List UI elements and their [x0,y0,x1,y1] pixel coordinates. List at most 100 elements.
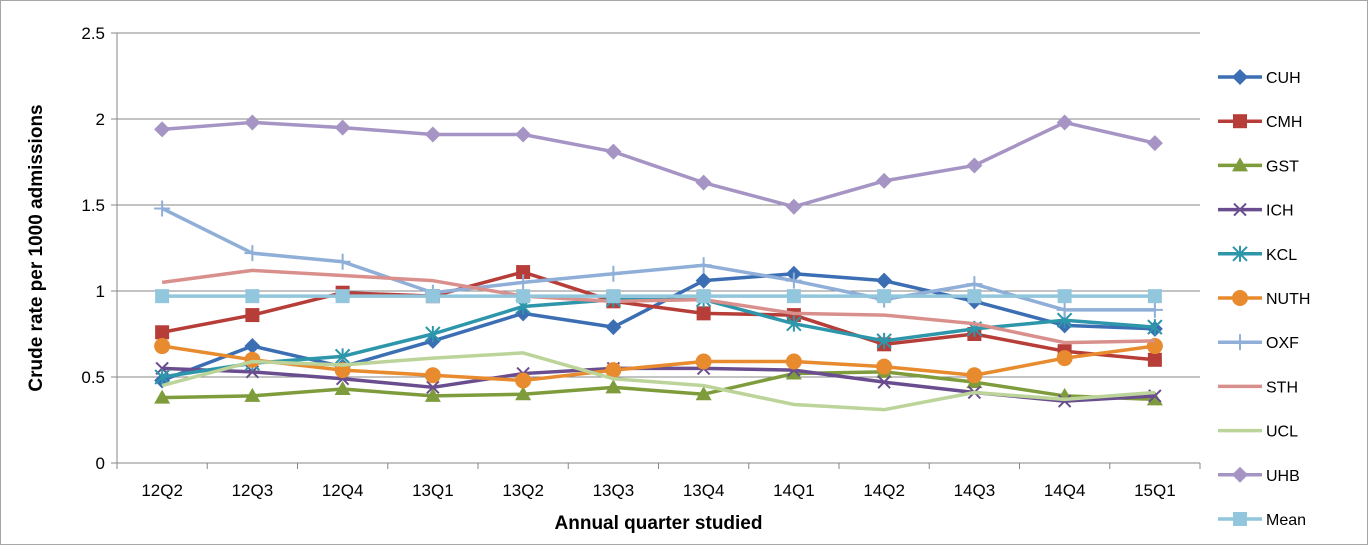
series-cmh [155,265,1162,367]
data-point [605,362,622,379]
legend-marker [1232,245,1248,262]
x-tick-label: 13Q2 [502,481,544,500]
series-line [161,344,1156,383]
data-point [245,289,260,304]
data-point [515,386,532,401]
data-point [1056,114,1073,131]
legend-marker [1232,334,1248,351]
y-axis-title: Crude rate per 1000 admissions [26,104,47,391]
data-point [605,265,622,282]
legend-label: Mean [1266,512,1306,529]
x-tick-label: 14Q1 [773,481,815,500]
legend-marker [1232,69,1248,85]
legend-label: GST [1266,158,1299,175]
data-point [334,348,351,365]
data-point [786,289,801,304]
data-point [244,245,261,262]
data-point [786,315,802,332]
data-point [244,387,261,402]
y-tick-label: 2.5 [81,24,105,43]
data-point [516,265,531,280]
data-point [1147,319,1163,336]
series-line [161,270,1156,362]
legend-marker [1232,290,1248,306]
data-point [515,372,532,389]
data-point [605,143,622,160]
legend-marker [1233,512,1247,526]
series-line [161,206,1155,312]
gridlines [117,32,1200,378]
legend-marker [1232,157,1248,172]
legend-item: STH [1218,379,1298,396]
data-point [154,389,171,404]
x-tick-label: 15Q1 [1134,481,1176,500]
data-point [1147,352,1162,367]
data-point [154,369,170,385]
legend-item: GST [1218,157,1299,175]
data-point [424,367,441,384]
data-point [876,272,893,289]
data-point [967,289,982,304]
legend-item: NUTH [1218,290,1310,308]
x-tick-label: 13Q4 [683,481,725,500]
data-point [154,338,171,355]
y-tick-label: 0 [96,454,105,473]
data-point [425,289,440,304]
series-sth [161,268,1155,345]
data-point [877,289,892,304]
legend-label: KCL [1266,247,1297,264]
data-point [154,121,171,138]
x-tick-label: 14Q4 [1044,481,1086,500]
series-line [162,370,1155,402]
y-tick-label: 0.5 [81,368,105,387]
series-mean [155,289,1162,304]
legend-item: Mean [1218,512,1306,529]
data-point [876,332,892,349]
series-group [154,114,1163,412]
data-point [515,274,532,291]
data-point [1056,301,1073,318]
data-point [155,289,170,304]
legend-item: ICH [1218,203,1294,220]
data-point [695,272,712,289]
y-tick-label: 1.5 [81,196,105,215]
data-point [606,289,621,304]
data-point [244,338,261,355]
series-uhb [154,114,1163,215]
legend-marker [1233,114,1247,129]
data-point [426,380,440,395]
legend-label: CUH [1266,70,1301,87]
y-tick-label: 1 [96,282,105,301]
data-point [695,174,712,191]
x-tick-label: 13Q1 [412,481,454,500]
data-point [515,126,532,143]
data-point [1057,289,1072,304]
x-tick-label: 12Q3 [232,481,274,500]
data-point [876,358,893,375]
data-point [245,308,260,323]
x-tick-label: 12Q4 [322,481,364,500]
data-point [154,200,171,217]
data-point [966,157,983,174]
data-point [334,253,351,270]
legend: CUH CMH GST ICH KCL NUTH OXF STH UCL UHB Mean [1218,69,1310,529]
data-point [785,198,802,215]
series-line [161,351,1156,412]
legend-marker [1232,466,1248,483]
legend-label: STH [1266,379,1298,396]
data-point [244,114,261,131]
data-point [785,272,802,289]
y-tick-label: 2 [96,110,105,129]
data-point [966,367,983,384]
data-point [605,319,622,336]
data-point [516,289,531,304]
data-point [335,289,350,304]
x-axis-title: Annual quarter studied [555,513,763,534]
data-point [696,306,711,321]
data-point [155,325,170,340]
legend-label: UHB [1266,468,1300,485]
data-point [695,353,712,370]
series-gst [154,363,1163,406]
legend-item: KCL [1218,245,1297,264]
